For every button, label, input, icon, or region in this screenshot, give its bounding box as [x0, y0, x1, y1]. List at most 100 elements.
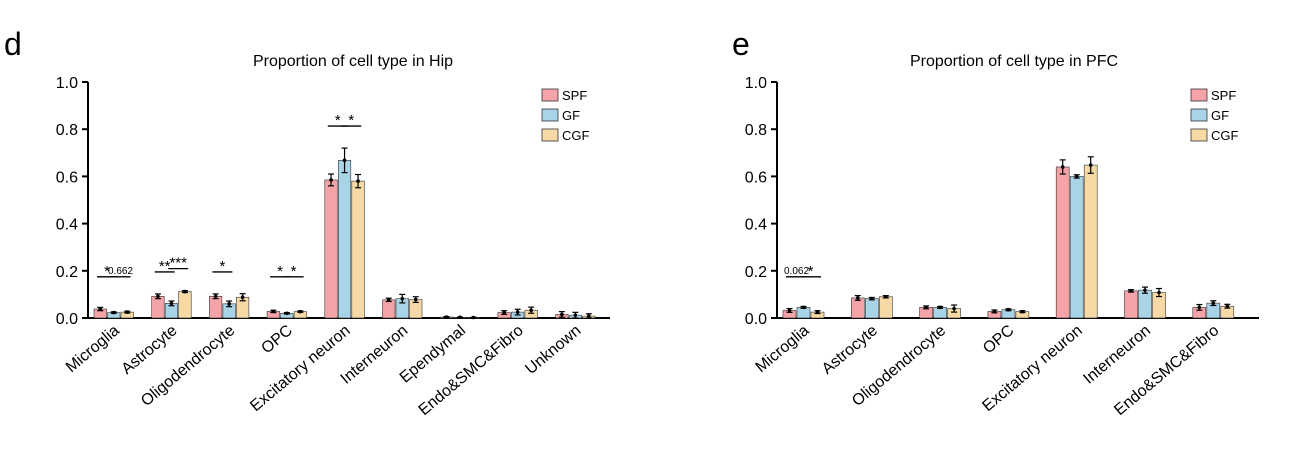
data-point [515, 310, 520, 314]
y-tick-label: 0.0 [745, 311, 767, 328]
bar [1124, 290, 1138, 319]
data-point [285, 311, 289, 316]
category-label: Excitatory neuron [247, 322, 353, 415]
data-point [342, 158, 347, 163]
data-point [1060, 165, 1065, 169]
data-point [870, 296, 874, 301]
bar [1138, 289, 1152, 319]
significance-label: * [219, 258, 225, 275]
data-point [938, 305, 942, 310]
data-point [1129, 289, 1133, 293]
bar [1083, 164, 1098, 319]
panel-label: e [732, 26, 750, 62]
legend-label: GF [1211, 108, 1229, 123]
chart-title: Proportion of cell type in Hip [253, 53, 453, 70]
data-point [213, 294, 218, 299]
panel-label: d [4, 26, 22, 62]
data-point [271, 309, 276, 314]
data-point [458, 315, 462, 320]
data-point [413, 297, 418, 302]
legend-label: SPF [1211, 88, 1236, 103]
data-point [471, 315, 476, 320]
data-point [884, 294, 888, 299]
significance-label: * [291, 263, 297, 280]
data-point [98, 307, 103, 311]
category-label: OPC [980, 322, 1017, 357]
data-point [573, 313, 578, 317]
data-point [1157, 290, 1161, 295]
data-point [992, 309, 997, 314]
legend-swatch [1190, 88, 1208, 102]
legend-swatch [1190, 108, 1208, 122]
data-point [111, 310, 116, 315]
legend-swatch [541, 108, 559, 122]
y-tick-label: 0.2 [56, 264, 78, 281]
bar [209, 295, 223, 319]
category-label: Microglia [63, 322, 123, 376]
data-point [183, 289, 187, 294]
panel-d: d Proportion of cell type in Hip 0.0 0.2 0… [4, 26, 610, 419]
data-point [801, 305, 806, 310]
y-tick-label: 1.0 [56, 75, 78, 92]
y-tick-label: 0.2 [745, 264, 767, 281]
significance-label: * [808, 263, 814, 280]
legend-swatch [541, 128, 559, 142]
data-point [386, 298, 391, 302]
data-point [125, 310, 130, 314]
category-label: Astrocyte [819, 322, 881, 378]
significance-label: * [348, 112, 354, 129]
panel-e: e Proportion of cell type in PFC 0.0 0.2 0… [732, 26, 1259, 419]
category-label: Interneuron [1080, 322, 1154, 388]
legend-label: CGF [562, 128, 590, 143]
data-point [1225, 304, 1230, 309]
data-point [298, 309, 303, 314]
bar [178, 291, 192, 319]
data-point [1020, 309, 1025, 314]
data-point [856, 296, 860, 300]
legend-label: GF [562, 108, 580, 123]
legend-swatch [541, 88, 559, 102]
data-point [952, 306, 956, 311]
bar [151, 295, 165, 319]
data-point [587, 314, 591, 318]
category-label: Unknown [522, 322, 584, 378]
bar [1069, 176, 1084, 319]
bar [1055, 166, 1070, 319]
y-tick-label: 0.4 [56, 217, 78, 234]
bar [850, 297, 865, 319]
data-point [227, 302, 231, 306]
legend-label: SPF [562, 88, 587, 103]
data-point [529, 308, 533, 313]
chart-title: Proportion of cell type in PFC [910, 53, 1118, 70]
bar [351, 180, 365, 319]
legend-swatch [1190, 128, 1208, 142]
significance-label: * [335, 112, 341, 129]
data-point [1197, 305, 1202, 310]
y-tick-label: 0.4 [745, 217, 767, 234]
data-point [1074, 174, 1079, 179]
bar [864, 298, 879, 319]
data-point [329, 178, 333, 182]
y-tick-label: 1.0 [745, 75, 767, 92]
data-point [240, 295, 245, 300]
bar [382, 299, 396, 319]
legend-label: CGF [1211, 128, 1239, 143]
category-label: Microglia [753, 322, 813, 376]
data-point [156, 294, 160, 299]
data-point [400, 296, 405, 301]
data-point [924, 305, 928, 310]
data-point [1143, 288, 1147, 292]
data-point [1006, 307, 1011, 312]
category-label: OPC [258, 322, 295, 357]
category-label: Endo&SMC&Fibro [416, 322, 527, 419]
y-tick-label: 0.6 [745, 169, 767, 186]
y-tick-label: 0.8 [745, 122, 767, 139]
significance-label: 0.662 [108, 266, 133, 277]
significance-label: ** [159, 258, 171, 275]
data-point [169, 301, 174, 306]
data-point [502, 310, 506, 315]
significance-label: * [277, 263, 283, 280]
significance-label: * [104, 263, 110, 280]
y-tick-label: 0.0 [56, 311, 78, 328]
